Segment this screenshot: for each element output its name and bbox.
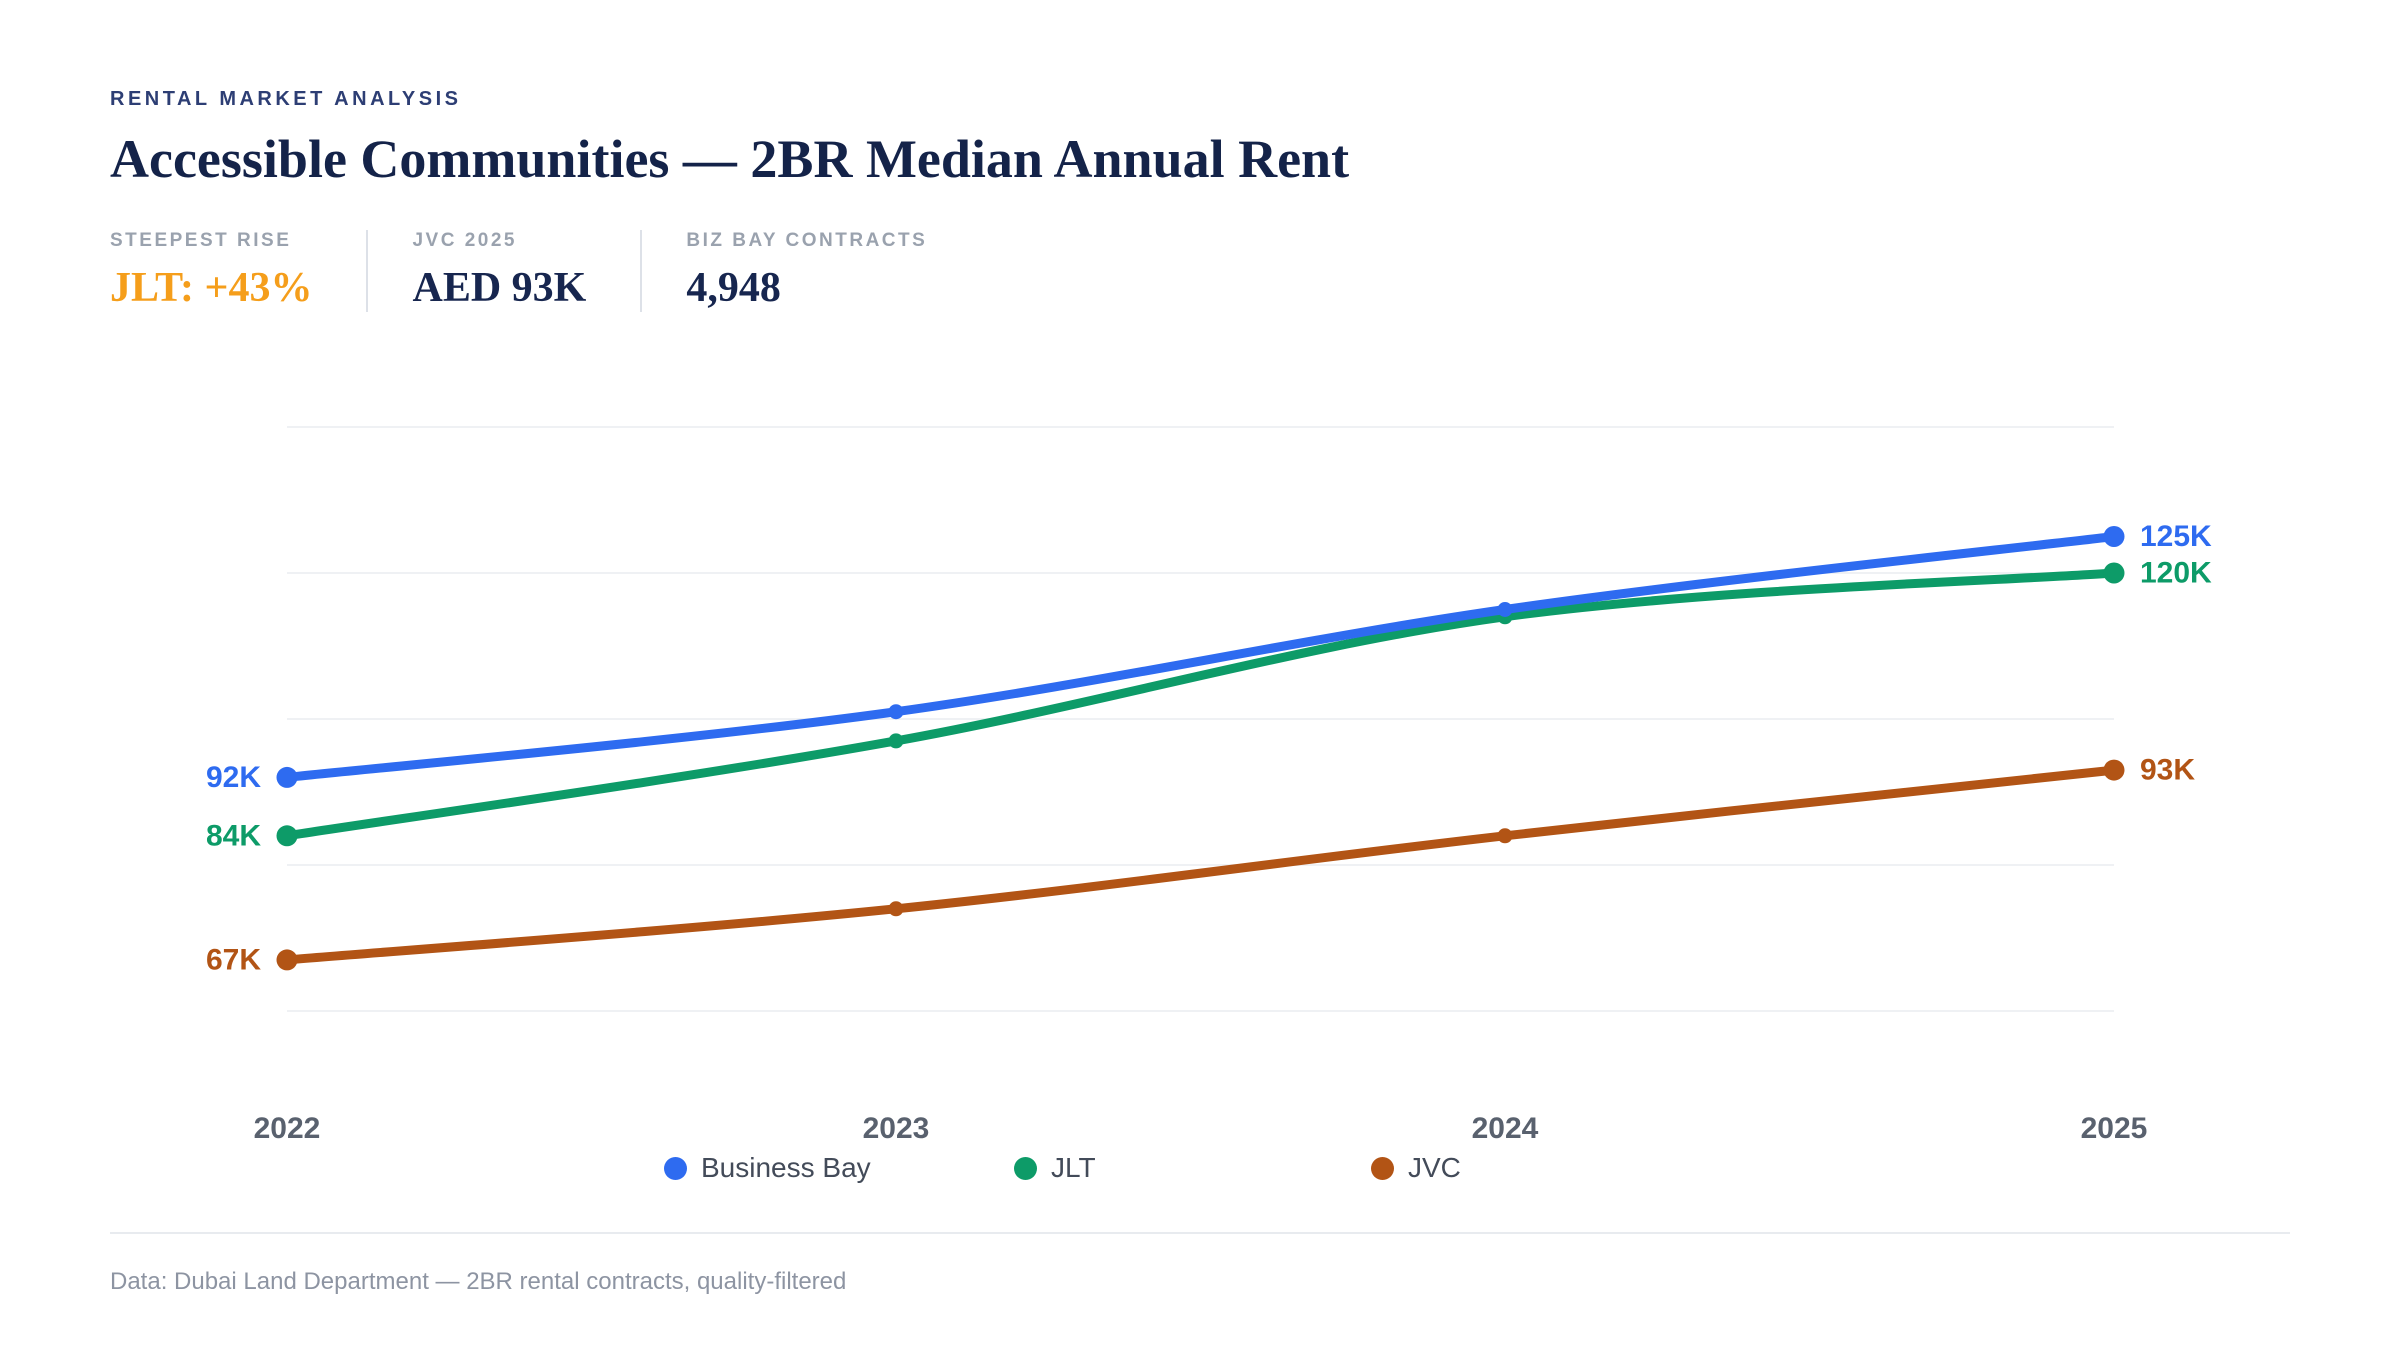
stat-steepest-rise: STEEPEST RISE JLT: +43% xyxy=(110,230,366,312)
legend-item-jlt: JLT xyxy=(1014,1150,1096,1186)
jlt-dot-icon xyxy=(1014,1156,1037,1180)
data-point-business-bay-2024 xyxy=(1497,602,1513,617)
business-bay-dot-icon xyxy=(664,1156,687,1180)
end-value-label-jlt: 120K xyxy=(2140,557,2212,590)
legend-label: JLT xyxy=(1051,1152,1096,1183)
data-point-jvc-2022 xyxy=(276,949,298,971)
eyebrow-label: RENTAL MARKET ANALYSIS xyxy=(110,88,462,110)
data-source-note: Data: Dubai Land Department — 2BR rental… xyxy=(110,1268,847,1295)
stat-value: AED 93K xyxy=(412,265,587,311)
stat-value: JLT: +43% xyxy=(110,265,313,311)
stat-label: STEEPEST RISE xyxy=(110,230,292,251)
stat-label: JVC 2025 xyxy=(412,230,517,251)
chart-legend: Business Bay JLT JVC xyxy=(0,1150,2400,1186)
stat-label: BIZ BAY CONTRACTS xyxy=(686,230,928,251)
start-value-label-business-bay: 92K xyxy=(206,761,261,794)
footer-divider xyxy=(110,1232,2290,1234)
stat-biz-bay-contracts: BIZ BAY CONTRACTS 4,948 xyxy=(640,230,981,312)
x-axis-label-2024: 2024 xyxy=(1472,1112,1539,1145)
x-axis-label-2023: 2023 xyxy=(863,1112,930,1145)
data-point-jvc-2023 xyxy=(888,901,904,917)
data-point-jvc-2024 xyxy=(1497,828,1513,844)
data-point-jvc-2025 xyxy=(2103,759,2125,781)
jvc-dot-icon xyxy=(1371,1156,1394,1180)
data-point-business-bay-2022 xyxy=(276,766,298,788)
x-axis-label-2022: 2022 xyxy=(254,1112,321,1145)
start-value-label-jlt: 84K xyxy=(206,819,261,852)
series-line-business-bay xyxy=(282,532,2119,782)
page-title: Accessible Communities — 2BR Median Annu… xyxy=(110,129,1350,189)
series-line-jvc xyxy=(282,765,2119,965)
stat-jvc-2025: JVC 2025 AED 93K xyxy=(366,230,640,312)
data-point-business-bay-2023 xyxy=(888,704,904,720)
end-value-label-business-bay: 125K xyxy=(2140,520,2212,553)
stat-value: 4,948 xyxy=(686,265,781,311)
data-point-jlt-2025 xyxy=(2103,562,2125,584)
stats-row: STEEPEST RISE JLT: +43% JVC 2025 AED 93K… xyxy=(110,230,981,312)
x-axis-label-2025: 2025 xyxy=(2081,1112,2148,1145)
start-value-label-jvc: 67K xyxy=(206,943,261,976)
data-point-business-bay-2025 xyxy=(2103,526,2125,547)
legend-item-jvc: JVC xyxy=(1371,1150,1461,1186)
end-value-label-jvc: 93K xyxy=(2140,754,2195,787)
series-line-jlt xyxy=(282,568,2119,841)
legend-item-business-bay: Business Bay xyxy=(664,1150,871,1186)
legend-label: Business Bay xyxy=(701,1152,871,1183)
legend-label: JVC xyxy=(1408,1152,1461,1183)
data-point-jlt-2023 xyxy=(888,733,904,749)
data-point-jlt-2022 xyxy=(276,825,298,847)
